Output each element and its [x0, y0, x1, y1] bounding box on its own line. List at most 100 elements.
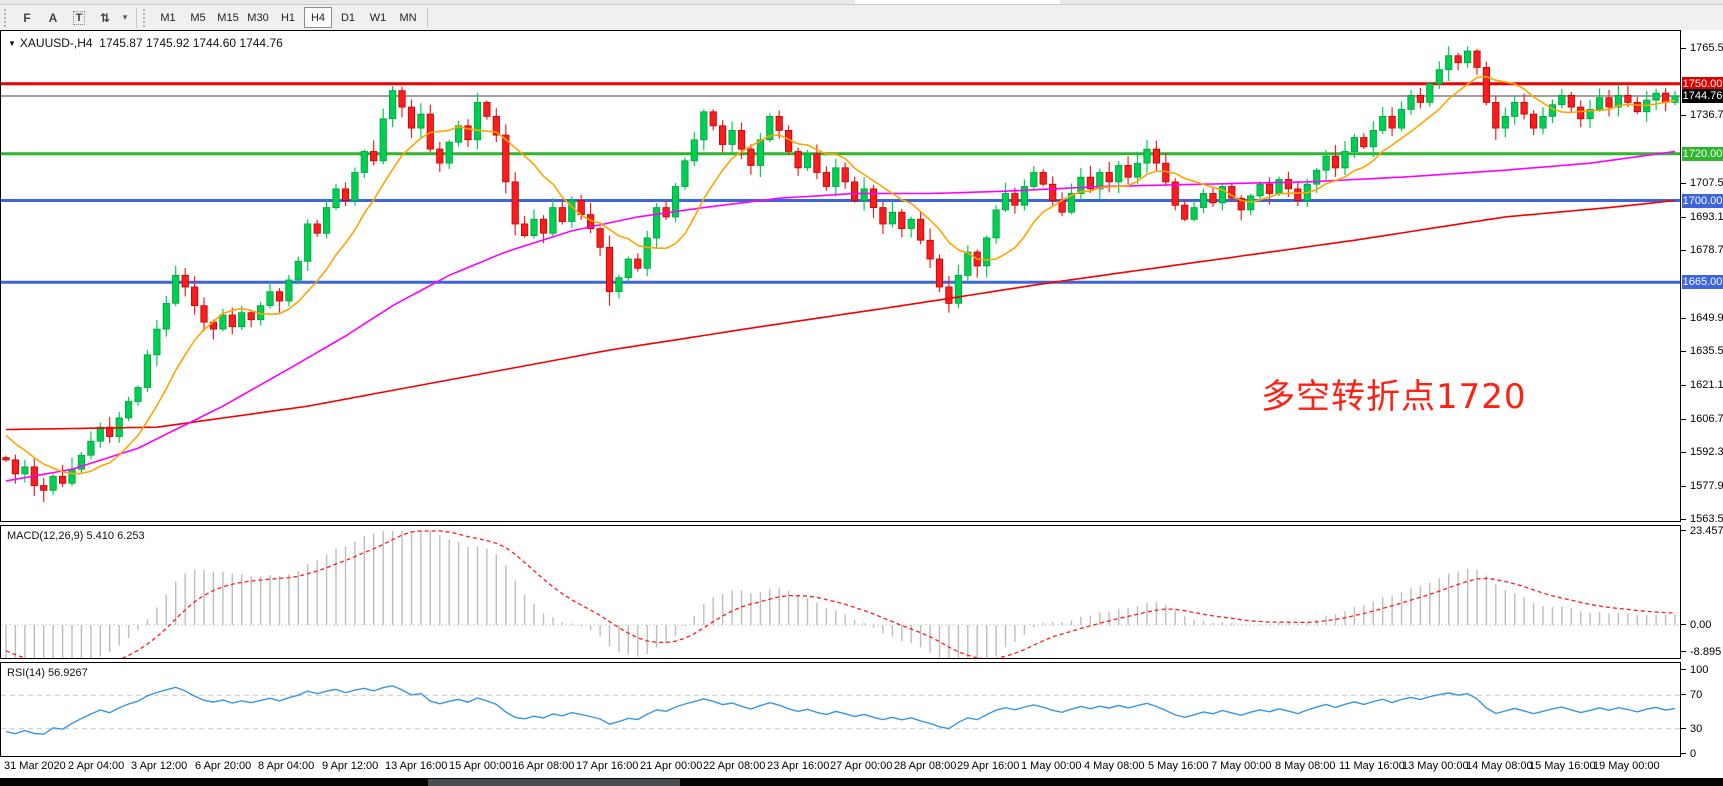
time-axis-label: 22 Apr 08:00 [703, 760, 766, 772]
time-axis-label: 13 May 00:00 [1402, 760, 1469, 772]
time-axis-label: 7 May 00:00 [1211, 760, 1272, 772]
price-axis-label: 1592.30 [1690, 446, 1723, 458]
arrange-arrows-tool-button[interactable]: ⇅ [92, 6, 118, 29]
price-axis-label-tick [1681, 115, 1686, 116]
toolbar-grip [143, 8, 149, 27]
time-axis-label: 14 May 08:00 [1466, 760, 1533, 772]
price-axis-label-tick [1681, 217, 1686, 218]
price-line-label-1720.00: 1720.00 [1682, 147, 1723, 161]
toolbar-separator [427, 7, 428, 28]
toolbar-separator [136, 7, 137, 28]
price-axis-label-tick [1681, 250, 1686, 251]
time-axis-label: 19 May 00:00 [1593, 760, 1660, 772]
dock-grid-tool-icon: F [23, 10, 31, 25]
macd-axis-label: 23.457 [1690, 525, 1723, 538]
timeframe-button-m15[interactable]: M15 [217, 11, 239, 24]
time-axis-label: 2 Apr 04:00 [68, 760, 125, 772]
price-chart[interactable]: ▼ XAUUSD-,H4 1745.87 1745.92 1744.60 1744… [0, 30, 1681, 522]
price-axis-label-tick [1681, 419, 1686, 420]
timeframe-button-w1[interactable]: W1 [369, 11, 387, 24]
time-axis-label: 21 Apr 00:00 [640, 760, 703, 772]
time-axis-label: 13 Apr 16:00 [385, 760, 448, 772]
upper-toolbar-edge [0, 0, 1723, 5]
price-axis-label-tick [1681, 351, 1686, 352]
toolbar: F A T ⇅ ▾ M1 M5 M15 M30 H1 H4 D1 W1 MN [0, 5, 1723, 30]
price-axis-label: 1606.70 [1690, 413, 1723, 425]
price-axis-label-tick [1681, 48, 1686, 49]
rsi-axis-tick [1681, 669, 1686, 670]
rsi-axis-tick [1681, 728, 1686, 729]
current-price-label: 1744.76 [1682, 89, 1723, 103]
chart-symbol: XAUUSD-,H4 [19, 36, 93, 50]
rsi-axis-label: 30 [1690, 722, 1703, 735]
macd-axis-tick [1681, 530, 1686, 532]
tool-dropdown-button[interactable]: ▾ [118, 6, 132, 29]
price-axis-label: 1736.70 [1690, 109, 1723, 121]
timeframe-button-mn[interactable]: MN [399, 11, 417, 24]
dock-grid-tool-button[interactable]: F [14, 6, 40, 29]
collapse-arrow-icon[interactable]: ▼ [8, 39, 16, 48]
price-axis-label-tick [1681, 452, 1686, 453]
time-axis-label: 6 Apr 20:00 [195, 760, 252, 772]
time-axis-label: 15 Apr 00:00 [449, 760, 512, 772]
price-axis-label: 1649.90 [1690, 312, 1723, 324]
timeframe-button-h4[interactable]: H4 [304, 7, 332, 28]
price-axis-label-tick [1681, 183, 1686, 184]
chart-annotation: 多空转折点1720 [1261, 377, 1527, 417]
macd-axis-label: -8.895 [1690, 646, 1722, 658]
macd-label: MACD(12,26,9) 5.410 6.253 [7, 530, 145, 542]
price-axis-label: 1635.50 [1690, 345, 1723, 357]
time-axis-label: 29 Apr 16:00 [957, 760, 1020, 772]
timeframe-button-h1[interactable]: H1 [280, 11, 296, 24]
price-axis-label: 1707.50 [1690, 177, 1723, 189]
time-axis[interactable]: 31 Mar 2020 2 Apr 04:00 3 Apr 12:00 6 Apr 2… [0, 757, 1723, 777]
timeframe-button-d1[interactable]: D1 [340, 11, 356, 24]
tool-dropdown-icon: ▾ [122, 12, 128, 22]
rsi-chart[interactable]: RSI(14) 56.9267 [0, 662, 1681, 757]
taskbar-edge [0, 777, 1723, 786]
macd-chart[interactable]: MACD(12,26,9) 5.410 6.253 [0, 525, 1681, 659]
time-axis-label: 15 May 16:00 [1529, 760, 1596, 772]
toolbar-grip [4, 8, 10, 27]
chart-window: ▼ XAUUSD-,H4 1745.87 1745.92 1744.60 1744… [0, 30, 1723, 777]
price-axis-label-tick [1681, 318, 1686, 319]
rsi-label: RSI(14) 56.9267 [7, 667, 88, 679]
text-tool-icon: T [72, 10, 86, 25]
time-axis-label: 27 Apr 00:00 [830, 760, 893, 772]
price-axis-label-tick [1681, 519, 1686, 520]
timeframe-button-m30[interactable]: M30 [247, 11, 269, 24]
time-axis-label: 5 May 16:00 [1148, 760, 1209, 772]
cursor-tool-icon: A [48, 10, 58, 25]
rsi-axis-tick [1681, 694, 1686, 695]
cursor-tool-button[interactable]: A [40, 6, 66, 29]
timeframe-button-m1[interactable]: M1 [160, 11, 176, 24]
time-axis-label: 8 Apr 04:00 [258, 760, 315, 772]
time-axis-label: 16 Apr 08:00 [512, 760, 575, 772]
price-axis-label: 1765.50 [1690, 42, 1723, 54]
price-line-label-1750.00: 1750.00 [1682, 77, 1723, 91]
time-axis-label: 9 Apr 12:00 [322, 760, 379, 772]
upper-toolbar-gap [855, 0, 1060, 4]
rsi-axis-label: 100 [1690, 664, 1709, 676]
price-axis-label: 1577.90 [1690, 480, 1723, 492]
chart-quote: 1745.87 1745.92 1744.60 1744.76 [99, 36, 283, 50]
macd-axis-tick [1681, 624, 1686, 625]
price-axis-label-tick [1681, 385, 1686, 386]
time-axis-label: 8 May 08:00 [1275, 760, 1336, 772]
time-axis-label: 1 May 00:00 [1021, 760, 1082, 772]
arrange-arrows-tool-icon: ⇅ [99, 10, 111, 25]
timeframe-button-m5[interactable]: M5 [190, 11, 206, 24]
time-axis-label: 11 May 16:00 [1339, 760, 1405, 772]
time-axis-label: 31 Mar 2020 [4, 760, 66, 772]
text-tool-button[interactable]: T [66, 6, 92, 29]
price-axis-label: 1693.10 [1690, 211, 1723, 223]
time-axis-label: 17 Apr 16:00 [576, 760, 639, 772]
rsi-axis-label: 70 [1690, 689, 1703, 702]
price-axis-label-tick [1681, 486, 1686, 487]
chart-title: ▼ XAUUSD-,H4 1745.87 1745.92 1744.60 1744… [8, 36, 283, 50]
price-axis-label: 1678.70 [1690, 244, 1723, 256]
time-axis-label: 3 Apr 12:00 [131, 760, 188, 772]
macd-axis-label: 0.00 [1690, 619, 1712, 631]
time-axis-label: 28 Apr 08:00 [894, 760, 957, 772]
